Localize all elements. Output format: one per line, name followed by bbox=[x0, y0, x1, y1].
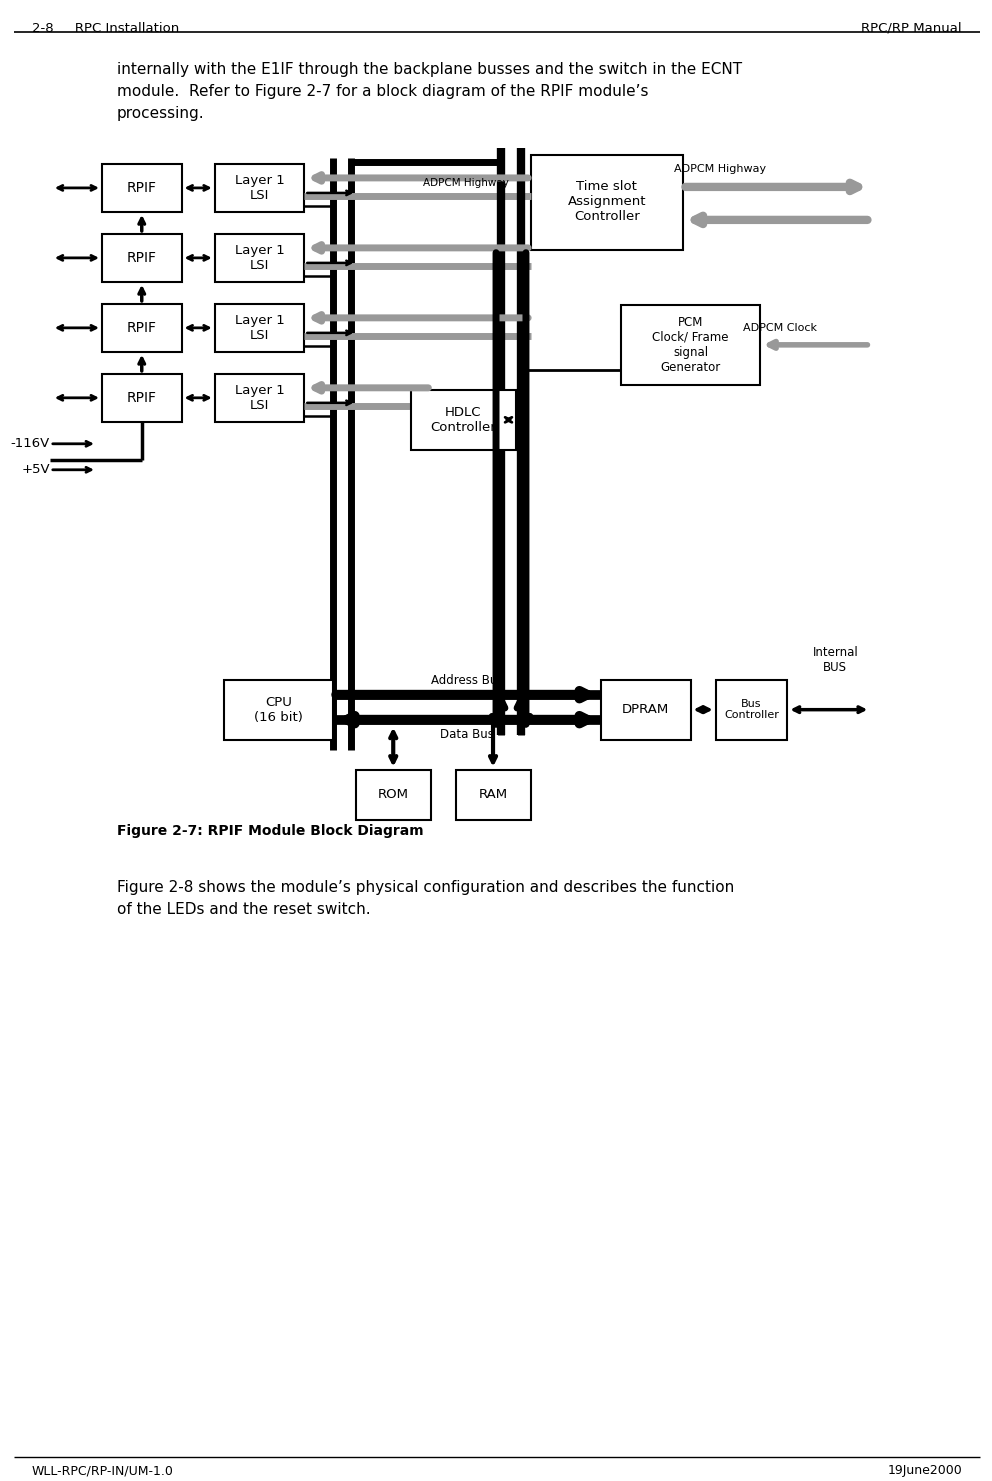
Bar bbox=[102, 373, 182, 422]
Text: CPU
(16 bit): CPU (16 bit) bbox=[254, 696, 303, 724]
Text: Figure 2-7: RPIF Module Block Diagram: Figure 2-7: RPIF Module Block Diagram bbox=[117, 823, 424, 838]
Bar bbox=[102, 304, 182, 352]
Text: HDLC
Controller: HDLC Controller bbox=[431, 406, 496, 434]
Bar bbox=[621, 305, 761, 385]
Text: Layer 1
LSI: Layer 1 LSI bbox=[235, 314, 285, 342]
Text: ADPCM Clock: ADPCM Clock bbox=[743, 323, 817, 333]
Bar bbox=[102, 164, 182, 212]
Text: DPRAM: DPRAM bbox=[622, 703, 670, 717]
Text: Internal
BUS: Internal BUS bbox=[812, 646, 858, 674]
Text: 2-8     RPC Installation: 2-8 RPC Installation bbox=[32, 22, 180, 36]
Text: ADPCM Highway: ADPCM Highway bbox=[675, 164, 767, 173]
Text: RPIF: RPIF bbox=[127, 391, 157, 404]
Bar bbox=[531, 156, 682, 250]
Text: internally with the E1IF through the backplane busses and the switch in the ECNT: internally with the E1IF through the bac… bbox=[117, 62, 742, 77]
Text: RPC/RP Manual: RPC/RP Manual bbox=[861, 22, 962, 36]
Bar bbox=[456, 770, 531, 819]
Text: Time slot
Assignment
Controller: Time slot Assignment Controller bbox=[567, 181, 646, 224]
Text: Figure 2-8 shows the module’s physical configuration and describes the function: Figure 2-8 shows the module’s physical c… bbox=[117, 880, 734, 895]
Text: module.  Refer to Figure 2-7 for a block diagram of the RPIF module’s: module. Refer to Figure 2-7 for a block … bbox=[117, 84, 649, 99]
Text: Bus
Controller: Bus Controller bbox=[724, 699, 779, 720]
Text: Layer 1
LSI: Layer 1 LSI bbox=[235, 173, 285, 201]
Text: WLL-RPC/RP-IN/UM-1.0: WLL-RPC/RP-IN/UM-1.0 bbox=[32, 1465, 174, 1478]
Text: of the LEDs and the reset switch.: of the LEDs and the reset switch. bbox=[117, 902, 370, 917]
Text: RPIF: RPIF bbox=[127, 321, 157, 335]
Text: Layer 1
LSI: Layer 1 LSI bbox=[235, 244, 285, 273]
Bar bbox=[214, 304, 305, 352]
Text: ADPCM Highway: ADPCM Highway bbox=[424, 178, 509, 188]
Bar bbox=[223, 680, 333, 739]
Bar bbox=[601, 680, 690, 739]
Text: ROM: ROM bbox=[378, 788, 409, 801]
Text: RAM: RAM bbox=[478, 788, 508, 801]
Text: processing.: processing. bbox=[117, 107, 204, 121]
Text: RPIF: RPIF bbox=[127, 250, 157, 265]
Text: Address Bus: Address Bus bbox=[431, 674, 503, 687]
Bar bbox=[214, 373, 305, 422]
Bar bbox=[214, 164, 305, 212]
Text: +5V: +5V bbox=[21, 464, 50, 477]
Text: -116V: -116V bbox=[11, 437, 50, 450]
Text: PCM
Clock/ Frame
signal
Generator: PCM Clock/ Frame signal Generator bbox=[653, 315, 729, 373]
Bar bbox=[214, 234, 305, 281]
Text: RPIF: RPIF bbox=[127, 181, 157, 195]
Bar bbox=[412, 390, 516, 450]
Bar bbox=[715, 680, 788, 739]
Text: 19June2000: 19June2000 bbox=[887, 1465, 962, 1478]
Bar bbox=[102, 234, 182, 281]
Text: Data Bus: Data Bus bbox=[440, 727, 494, 740]
Text: Layer 1
LSI: Layer 1 LSI bbox=[235, 384, 285, 412]
Bar bbox=[356, 770, 432, 819]
